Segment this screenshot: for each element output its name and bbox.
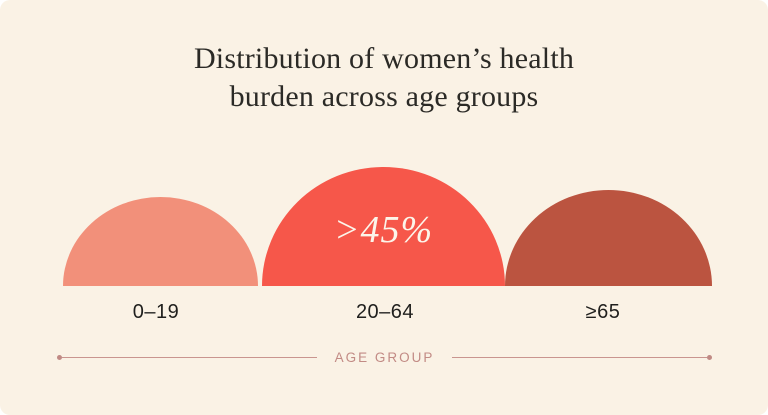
category-label-0-19: 0–19 <box>132 301 180 323</box>
axis-right-line <box>452 356 708 358</box>
dome-age-0-19 <box>63 197 258 286</box>
value-label-20-64: >45% <box>333 209 434 251</box>
x-axis-label: AGE GROUP <box>334 349 435 365</box>
dome-age-20-64: >45% <box>262 167 505 286</box>
axis-left-line <box>62 356 317 358</box>
axis-left-dot-icon <box>57 354 62 360</box>
category-label-20-64: 20–64 <box>355 301 415 323</box>
chart-title: Distribution of women’s health burden ac… <box>193 42 575 114</box>
x-axis: AGE GROUP <box>57 348 713 366</box>
category-label-65-plus: ≥65 <box>585 301 621 323</box>
axis-right-dot-icon <box>707 354 713 360</box>
dome-age-65-plus <box>505 190 712 286</box>
